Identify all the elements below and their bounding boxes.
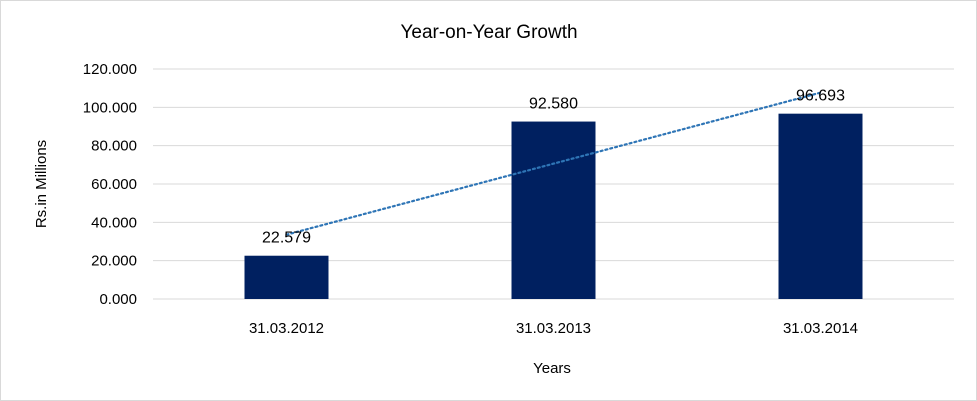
x-axis-title: Years [533,360,571,377]
chart-title: Year-on-Year Growth [400,22,577,43]
data-label: 96.693 [796,88,845,105]
y-tick-label: 0.000 [99,291,137,308]
bar [778,113,863,299]
x-tick-label: 31.03.2012 [249,320,324,337]
data-label: 92.580 [529,96,578,113]
data-label: 22.579 [262,230,311,247]
bars [244,113,863,300]
y-tick-label: 120.000 [83,61,137,78]
y-tick-label: 100.000 [83,99,137,116]
y-axis-title: Rs.in Millions [33,140,50,228]
bar [511,121,596,300]
trendline [285,91,822,236]
y-axis-ticks: 0.000 20.000 40.000 60.000 80.000 100.000 120.… [83,61,137,308]
y-tick-label: 60.000 [91,176,137,193]
x-tick-label: 31.03.2013 [516,320,591,337]
y-tick-label: 20.000 [91,253,137,270]
trendline-layer [285,91,822,236]
x-tick-label: 31.03.2014 [783,320,858,337]
bar [244,255,329,299]
y-tick-label: 40.000 [91,214,137,231]
data-labels: 22.579 92.580 96.693 [262,88,845,247]
x-axis-ticks: 31.03.2012 31.03.2013 31.03.2014 [249,320,858,337]
y-tick-label: 80.000 [91,138,137,155]
